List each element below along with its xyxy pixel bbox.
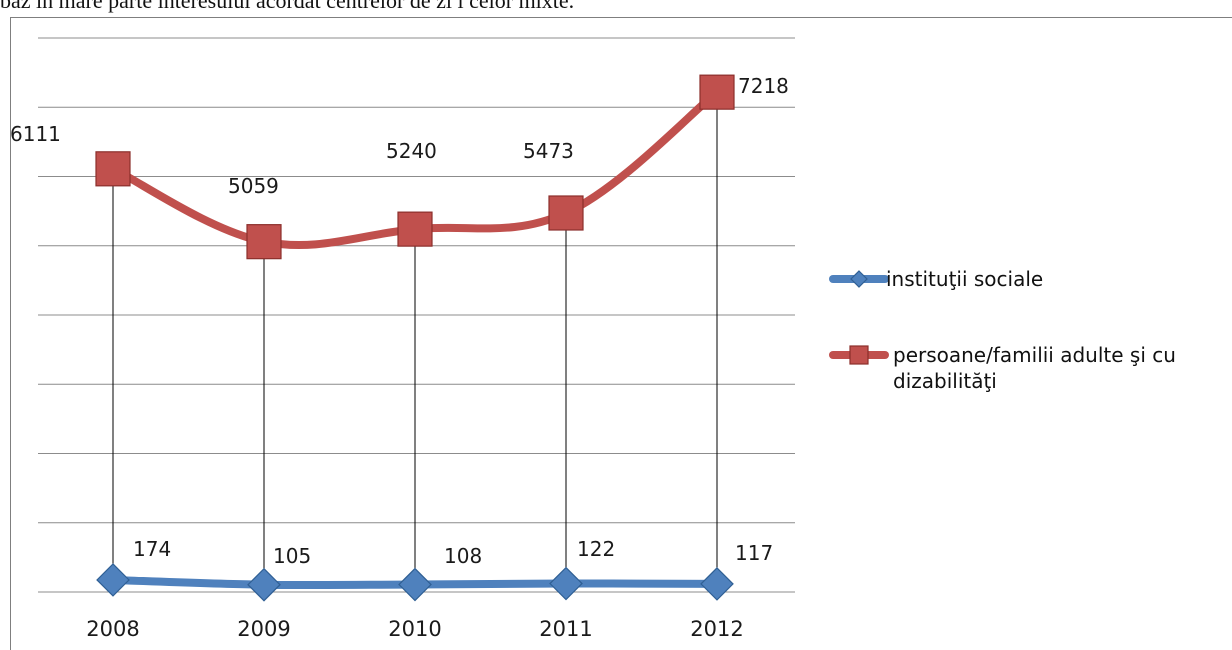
data-label-persoane: 5473 (523, 139, 574, 163)
marker-persoane (397, 211, 433, 247)
marker-institutii (398, 567, 432, 602)
x-tick-label: 2012 (690, 617, 743, 641)
legend-label-institutii: instituţii sociale (886, 267, 1043, 291)
data-label-institutii: 174 (133, 537, 171, 561)
marker-institutii (247, 567, 281, 602)
caption-text: baz în mare parte interesului acordat ce… (0, 0, 575, 13)
data-label-institutii: 122 (577, 537, 615, 561)
x-tick-label: 2010 (388, 617, 441, 641)
x-tick-labels: 2008 2009 2010 2011 2012 (86, 617, 743, 641)
marker-institutii (96, 563, 130, 597)
legend-marker-institutii (850, 270, 868, 288)
data-labels: 174 105 108 122 117 6111 5059 5240 5473 7218 (10, 74, 789, 568)
marker-persoane (95, 151, 131, 187)
x-tick-label: 2008 (86, 617, 139, 641)
legend-label-persoane: persoane/familii adulte şi cu dizabilităţ… (893, 343, 1176, 393)
marker-persoane (548, 195, 584, 231)
gridlines (38, 37, 795, 593)
data-label-persoane: 5240 (386, 139, 437, 163)
data-label-institutii: 108 (444, 544, 482, 568)
legend-marker-persoane (849, 345, 869, 365)
data-label-persoane: 6111 (10, 122, 61, 146)
x-tick-label: 2009 (237, 617, 290, 641)
data-label-institutii: 105 (273, 544, 311, 568)
x-tick-label: 2011 (539, 617, 592, 641)
data-label-persoane: 7218 (738, 74, 789, 98)
data-label-persoane: 5059 (228, 174, 279, 198)
marker-persoane (246, 224, 282, 260)
series-markers (95, 74, 735, 602)
marker-institutii (700, 567, 734, 601)
marker-persoane (699, 74, 735, 110)
legend: instituţii sociale persoane/familii adult… (829, 267, 1176, 393)
chart-frame (10, 17, 1232, 650)
marker-institutii (549, 566, 583, 601)
drop-lines (112, 92, 718, 592)
data-label-institutii: 117 (735, 541, 773, 565)
